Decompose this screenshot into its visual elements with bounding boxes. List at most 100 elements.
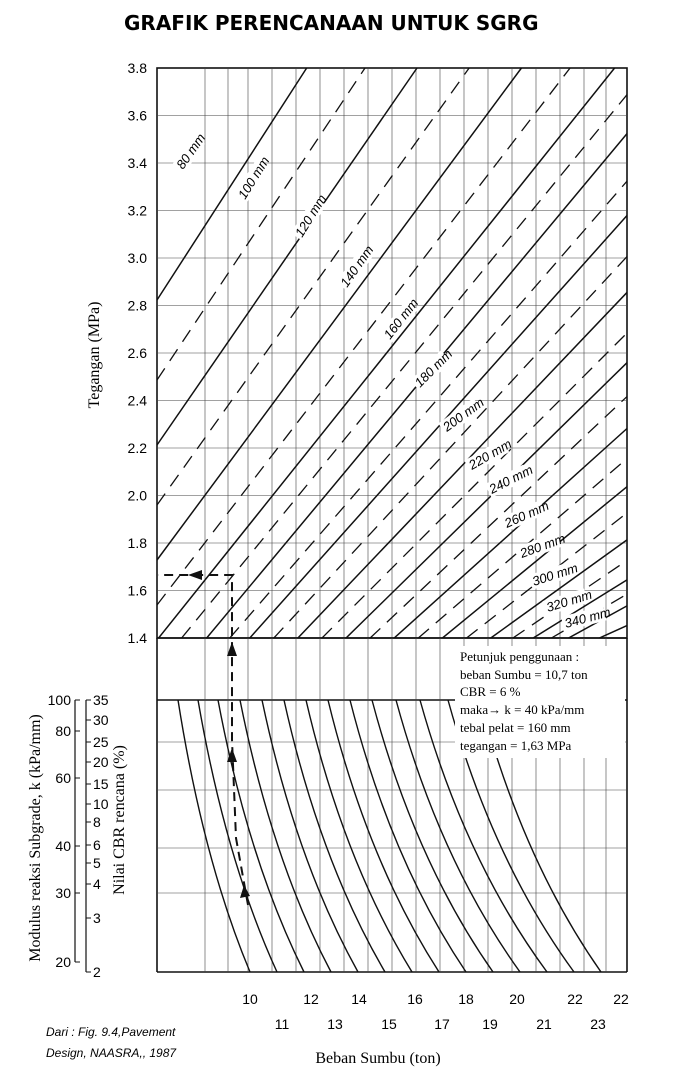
- stress-tick-label: 3.4: [128, 155, 148, 171]
- curve-label: 120 mm: [292, 192, 330, 240]
- stress-tick-label: 3.6: [128, 108, 148, 124]
- cbr-axis-label: Nilai CBR rencana (%): [111, 745, 128, 895]
- subgrade-curve: [177, 699, 251, 973]
- stress-tick-label: 1.6: [128, 583, 148, 599]
- subgrade-curve: [419, 699, 548, 973]
- curve-label-group: 140 mm: [336, 243, 376, 292]
- thickness-curve: [599, 624, 628, 639]
- k-tick-label: 40: [55, 838, 71, 854]
- stress-axis-label: Tegangan (MPa): [86, 302, 103, 409]
- stress-tick-label: 2.6: [128, 345, 148, 361]
- cbr-tick-label: 2: [93, 964, 101, 980]
- curve-label: 80 mm: [173, 130, 208, 171]
- curve-label: 260 mm: [501, 498, 551, 531]
- curve-label-group: 100 mm: [233, 154, 273, 204]
- example-arrow-path: [158, 570, 250, 906]
- load-tick-label: 12: [303, 991, 319, 1007]
- subgrade-curve: [261, 699, 359, 973]
- example-dashed-route: [158, 574, 249, 906]
- thickness-curve: [156, 67, 418, 446]
- curve-label: 300 mm: [530, 560, 579, 589]
- cbr-tick-label: 3: [93, 910, 101, 926]
- stress-axis-ticks: 1.4 1.6 1.8 2.0 2.2 2.4 2.6 2.8 3.0 3.2 3.4 3.6 3.8: [128, 60, 148, 646]
- intermediate-curve: [156, 67, 571, 606]
- curve-label-group: 260 mm: [500, 498, 551, 532]
- usage-note-line: beban Sumbu = 10,7 ton: [460, 667, 588, 682]
- subgrade-curve: [395, 699, 521, 973]
- thickness-curve: [158, 67, 616, 639]
- subgrade-curve: [349, 699, 467, 973]
- stress-tick-label: 3.0: [128, 250, 148, 266]
- stress-tick-label: 3.8: [128, 60, 148, 76]
- thickness-curve: [297, 291, 628, 639]
- curve-label-bg: [528, 561, 575, 590]
- subgrade-curve: [283, 699, 386, 973]
- cbr-tick-label: 25: [93, 734, 109, 750]
- load-tick-label: 14: [351, 991, 367, 1007]
- usage-note-line: maka→ k = 40 kPa/mm: [460, 702, 584, 717]
- subgrade-curve: [327, 699, 440, 973]
- curve-label-bg: [172, 135, 205, 174]
- load-tick-label: 19: [482, 1016, 498, 1032]
- cbr-axis: 35 30 25 20 15 10 8 6 5 4 3 2 Nilai CBR rencana (%): [85, 692, 128, 980]
- k-tick-label: 20: [55, 954, 71, 970]
- k-tick-label: 30: [55, 885, 71, 901]
- k-axis-ticks: 100 80 60 40 30 20: [48, 692, 80, 970]
- subgrade-curve: [371, 699, 494, 973]
- chart-title: GRAFIK PERENCANAAN UNTUK SGRG: [124, 11, 539, 35]
- load-tick-label: 17: [434, 1016, 450, 1032]
- usage-note-bg: [455, 646, 625, 758]
- load-axis-ticks: 10 12 14 16 18 20 22 22 11 13 15 17 19 21 23: [242, 991, 629, 1032]
- stress-tick-label: 3.2: [128, 203, 148, 219]
- load-tick-label: 22: [567, 991, 583, 1007]
- cbr-tick-label: 8: [93, 814, 101, 830]
- curve-label-bg: [464, 439, 510, 474]
- cbr-tick-label: 5: [93, 855, 101, 871]
- curve-label: 140 mm: [337, 243, 376, 290]
- usage-note-line: tebal pelat = 160 mm: [460, 720, 571, 735]
- curve-label-group: 120 mm: [290, 192, 330, 242]
- cbr-tick-label: 4: [93, 876, 101, 892]
- k-tick-label: 80: [55, 723, 71, 739]
- cbr-tick-label: 20: [93, 754, 109, 770]
- cbr-axis-ticks: 35 30 25 20 15 10 8 6 5 4 3 2: [86, 692, 109, 980]
- arrow-head-3: [227, 642, 237, 656]
- load-tick-label: 10: [242, 991, 258, 1007]
- intermediate-curve: [369, 396, 628, 639]
- stress-tick-label: 1.4: [128, 630, 148, 646]
- usage-note-line: tegangan = 1,63 MPa: [460, 738, 572, 753]
- lower-curves: [177, 699, 602, 973]
- curve-label-bg: [290, 196, 327, 242]
- cbr-tick-label: 15: [93, 776, 109, 792]
- curve-label-bg: [542, 588, 589, 616]
- thickness-curve: [156, 67, 523, 561]
- load-tick-label: 22: [613, 991, 629, 1007]
- stress-tick-label: 1.8: [128, 535, 148, 551]
- stress-tick-label: 2.0: [128, 488, 148, 504]
- arrow-head-1: [240, 885, 250, 898]
- subgrade-curve: [217, 699, 305, 973]
- upper-dashed-curves: [156, 67, 628, 639]
- curve-label-bg: [438, 398, 483, 436]
- thickness-curve: [156, 67, 308, 301]
- thickness-curve: [249, 215, 628, 639]
- cbr-tick-label: 35: [93, 692, 109, 708]
- upper-grid: [157, 68, 627, 638]
- load-tick-label: 16: [407, 991, 423, 1007]
- cbr-tick-label: 10: [93, 796, 109, 812]
- load-tick-label: 15: [381, 1016, 397, 1032]
- load-tick-label: 18: [458, 991, 474, 1007]
- subgrade-curve: [197, 699, 278, 973]
- stress-tick-label: 2.2: [128, 440, 148, 456]
- k-axis-label: Modulus reaksi Subgrade, k (kPa/mm): [27, 714, 44, 962]
- thickness-curve: [393, 427, 628, 639]
- source-line-2: Design, NAASRA,, 1987: [46, 1046, 177, 1060]
- arrow-head-2: [227, 748, 237, 762]
- curve-label-bg: [336, 247, 374, 292]
- arrow-head-4: [188, 570, 202, 580]
- intermediate-curve: [229, 180, 628, 639]
- usage-note-heading: Petunjuk penggunaan :: [460, 649, 579, 664]
- load-tick-label: 23: [590, 1016, 606, 1032]
